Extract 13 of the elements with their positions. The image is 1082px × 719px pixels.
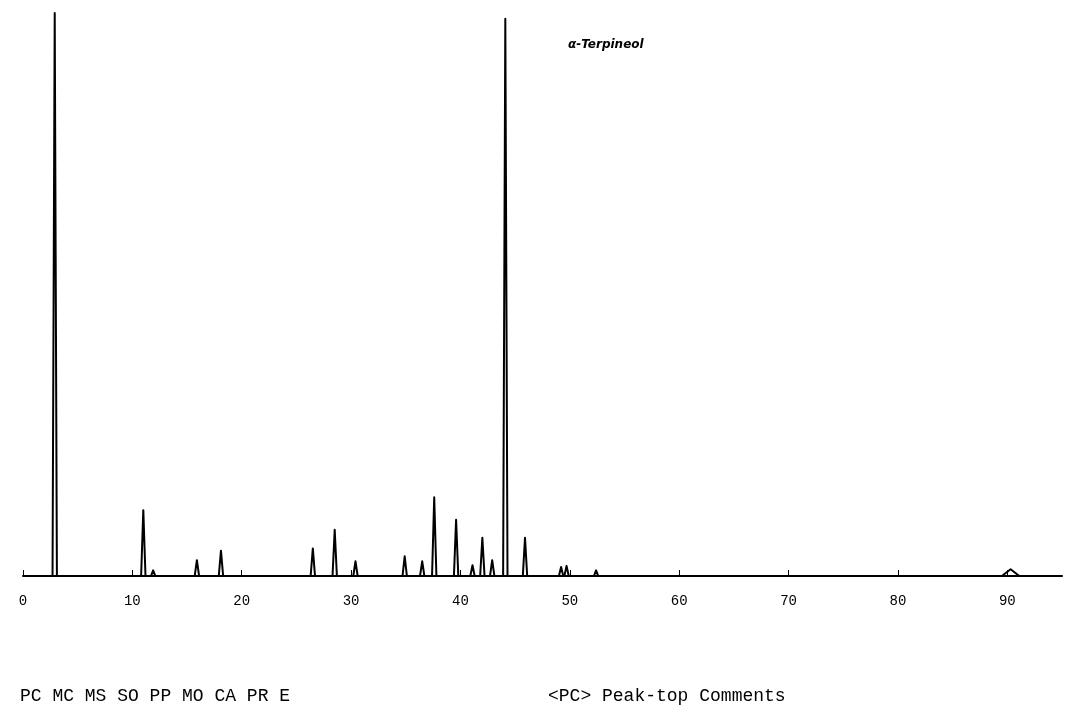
annotation: α-Terpineol xyxy=(568,37,645,51)
x-tick-label: 70 xyxy=(780,593,797,609)
x-tick-label: 60 xyxy=(670,593,688,609)
x-tick-label: 20 xyxy=(233,593,251,609)
x-tick-label: 40 xyxy=(452,593,469,609)
text: <PC> Peak-top Comments xyxy=(548,686,786,706)
text: PC MC MS SO PP MO CA PR E xyxy=(20,686,291,706)
x-tick-label: 90 xyxy=(998,593,1016,609)
x-tick-label: 50 xyxy=(561,593,579,609)
x-tick-label: 10 xyxy=(123,593,141,609)
x-tick-label: 30 xyxy=(342,593,360,609)
x-tick-label: 80 xyxy=(889,593,907,609)
x-tick-label: 0 xyxy=(18,593,28,609)
